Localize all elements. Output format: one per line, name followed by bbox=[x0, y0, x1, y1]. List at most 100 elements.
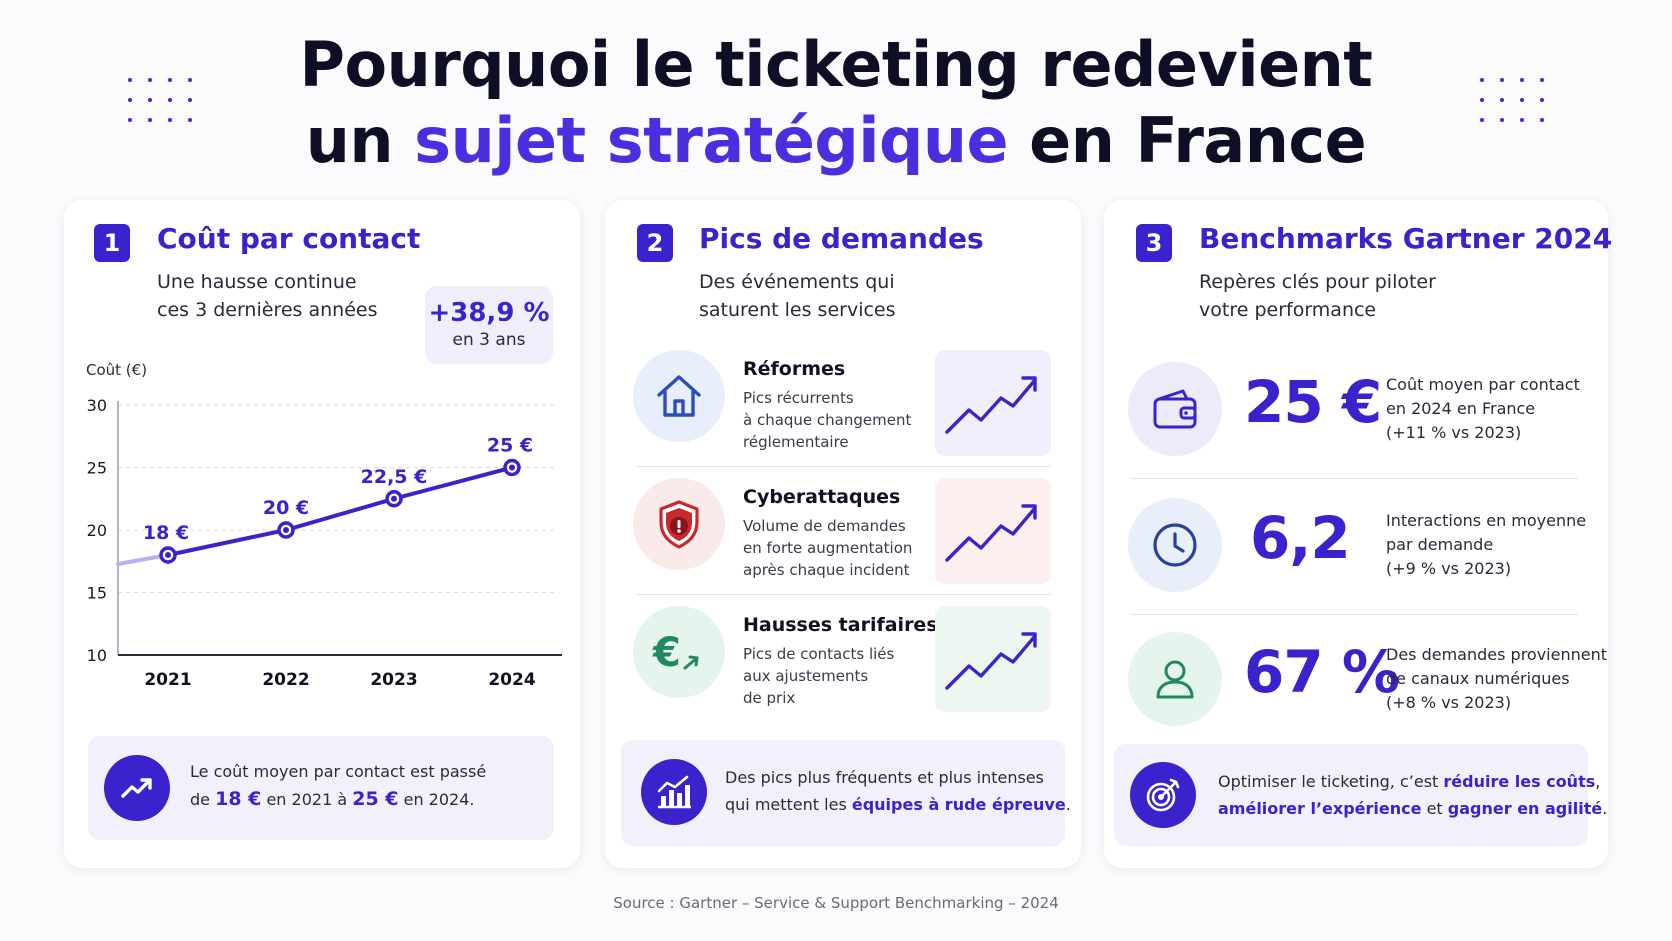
decorative-dot bbox=[188, 118, 192, 122]
growth-badge-value: +38,9 % bbox=[428, 298, 550, 328]
card-number: 3 bbox=[1136, 224, 1172, 262]
decorative-dot bbox=[1540, 78, 1544, 82]
decorative-dot bbox=[1480, 98, 1484, 102]
summary-line1: Optimiser le ticketing, c’est réduire le… bbox=[1218, 768, 1600, 795]
chart-y-tick-label: 30 bbox=[87, 396, 107, 415]
decorative-dot bbox=[1480, 78, 1484, 82]
decorative-dot bbox=[1540, 98, 1544, 102]
chart-data-point-center bbox=[165, 552, 171, 558]
stat-value: 67 % bbox=[1244, 638, 1400, 706]
item-desc-1: Pics récurrents bbox=[743, 389, 854, 407]
summary-pre: qui mettent les bbox=[725, 795, 852, 814]
item-title: Réformes bbox=[743, 358, 846, 380]
summary-post: . bbox=[1065, 795, 1071, 814]
summary-line1: Le coût moyen par contact est passé bbox=[190, 762, 487, 781]
house-icon bbox=[633, 350, 725, 442]
chart-x-tick-label: 2021 bbox=[144, 670, 191, 690]
decorative-dot bbox=[128, 118, 132, 122]
card-cost-per-contact: 1 Coût par contact Une hausse continue c… bbox=[64, 200, 580, 868]
chart-y-tick-label: 15 bbox=[87, 584, 107, 603]
summary-mid: et bbox=[1421, 799, 1448, 818]
cost-line-chart: Coût (€) 30 25 20 15 10 18 € 2021 20 € 2022 22,5 €… bbox=[86, 361, 562, 690]
stat-value: 25 € bbox=[1244, 368, 1382, 436]
stat-desc-2: de canaux numériques bbox=[1386, 669, 1570, 688]
summary-sep: , bbox=[1595, 772, 1601, 791]
item-title: Hausses tarifaires bbox=[743, 614, 938, 636]
chart-data-label: 22,5 € bbox=[361, 466, 428, 488]
card-title: Benchmarks Gartner 2024 bbox=[1199, 222, 1613, 255]
summary-line2: améliorer l’expérience et gagner en agil… bbox=[1218, 795, 1607, 822]
item-desc-2: en forte augmentation bbox=[743, 539, 913, 557]
summary-highlight: équipes à rude épreuve bbox=[851, 795, 1066, 814]
decorative-dot bbox=[128, 78, 132, 82]
decorative-dot bbox=[188, 78, 192, 82]
trend-up-icon bbox=[104, 755, 170, 821]
summary-highlight-1: réduire les coûts bbox=[1443, 772, 1596, 791]
card-subtitle-2: saturent les services bbox=[699, 299, 896, 321]
growth-badge-label: en 3 ans bbox=[452, 330, 526, 350]
summary-mid: en 2021 à bbox=[261, 790, 353, 809]
trend-tile bbox=[935, 478, 1051, 584]
decorative-dot bbox=[148, 78, 152, 82]
decorative-dot bbox=[148, 98, 152, 102]
page-title-line2: un sujet stratégique en France bbox=[0, 106, 1672, 176]
card3-summary: Optimiser le ticketing, c’est réduire le… bbox=[1114, 744, 1607, 846]
summary-highlight-2: améliorer l’expérience bbox=[1218, 799, 1422, 818]
card-number: 1 bbox=[94, 224, 130, 262]
chart-data-point-center bbox=[391, 495, 397, 502]
card-title: Pics de demandes bbox=[699, 222, 984, 255]
chart-y-tick-label: 10 bbox=[87, 646, 107, 665]
decorative-dot bbox=[1480, 118, 1484, 122]
stat-divider bbox=[1130, 478, 1578, 479]
stat-desc-2: par demande bbox=[1386, 535, 1494, 554]
chart-x-tick-label: 2023 bbox=[370, 670, 417, 690]
chart-x-tick-label: 2022 bbox=[262, 670, 309, 690]
dots-decoration-left bbox=[128, 78, 198, 124]
title-pre: un bbox=[305, 104, 415, 177]
decorative-dot bbox=[128, 98, 132, 102]
card-subtitle-2: votre performance bbox=[1199, 299, 1377, 321]
summary-post: . bbox=[1602, 799, 1608, 818]
title-post: en France bbox=[1008, 104, 1367, 177]
page-title-line1: Pourquoi le ticketing redevient bbox=[299, 28, 1373, 101]
decorative-dot bbox=[1520, 98, 1524, 102]
stat-desc-1: Des demandes proviennent bbox=[1386, 645, 1608, 664]
stat-desc-3: (+9 % vs 2023) bbox=[1386, 559, 1512, 578]
chart-data-point-center bbox=[283, 527, 289, 533]
dots-decoration-right bbox=[1480, 78, 1550, 124]
stat-desc-1: Coût moyen par contact bbox=[1386, 375, 1580, 394]
decorative-dot bbox=[1500, 118, 1504, 122]
decorative-dot bbox=[168, 118, 172, 122]
stat-desc-3: (+8 % vs 2023) bbox=[1386, 693, 1512, 712]
source-footnote: Source : Gartner – Service & Support Ben… bbox=[613, 894, 1059, 912]
summary-highlight-3: gagner en agilité bbox=[1447, 799, 1603, 818]
decorative-dot bbox=[1520, 78, 1524, 82]
clock-icon bbox=[1128, 498, 1222, 592]
summary-line2: qui mettent les équipes à rude épreuve. bbox=[725, 791, 1071, 818]
row-divider bbox=[635, 466, 1051, 467]
summary-value-2021: 18 € bbox=[215, 788, 262, 810]
card2-summary: Des pics plus fréquents et plus intenses… bbox=[621, 740, 1071, 846]
chart-data-label: 25 € bbox=[487, 435, 533, 457]
title-highlight: sujet stratégique bbox=[414, 104, 1009, 177]
stat-desc-3: (+11 % vs 2023) bbox=[1386, 423, 1522, 442]
stat-value: 6,2 bbox=[1250, 504, 1351, 572]
decorative-dot bbox=[1540, 118, 1544, 122]
decorative-dot bbox=[1500, 78, 1504, 82]
summary-pre: Optimiser le ticketing, c’est bbox=[1218, 772, 1444, 791]
card-demand-peaks: 2 Pics de demandes Des événements qui sa… bbox=[605, 200, 1081, 868]
decorative-dot bbox=[168, 78, 172, 82]
summary-value-2024: 25 € bbox=[352, 788, 399, 810]
shield-alert-icon bbox=[633, 478, 725, 570]
item-desc-1: Volume de demandes bbox=[743, 517, 906, 535]
euro-icon: € bbox=[633, 606, 725, 698]
decorative-dot bbox=[188, 98, 192, 102]
summary-pre: de bbox=[190, 790, 216, 809]
item-desc-3: après chaque incident bbox=[743, 561, 910, 579]
svg-text:€: € bbox=[652, 630, 681, 676]
chart-series-line bbox=[166, 465, 514, 557]
chart-data-point-center bbox=[509, 464, 515, 471]
item-desc-3: réglementaire bbox=[743, 433, 849, 451]
row-divider bbox=[635, 594, 1051, 595]
